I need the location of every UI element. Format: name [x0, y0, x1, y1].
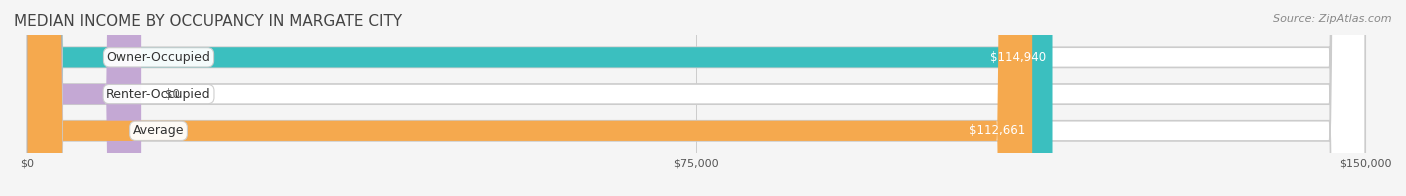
Text: Renter-Occupied: Renter-Occupied — [107, 88, 211, 101]
Text: Owner-Occupied: Owner-Occupied — [107, 51, 211, 64]
FancyBboxPatch shape — [28, 0, 1032, 196]
FancyBboxPatch shape — [28, 0, 1053, 196]
FancyBboxPatch shape — [28, 0, 1365, 196]
Text: Source: ZipAtlas.com: Source: ZipAtlas.com — [1274, 14, 1392, 24]
Text: Average: Average — [132, 124, 184, 137]
FancyBboxPatch shape — [28, 0, 1365, 196]
FancyBboxPatch shape — [28, 0, 1365, 196]
Text: MEDIAN INCOME BY OCCUPANCY IN MARGATE CITY: MEDIAN INCOME BY OCCUPANCY IN MARGATE CI… — [14, 14, 402, 29]
FancyBboxPatch shape — [28, 0, 141, 196]
Text: $112,661: $112,661 — [969, 124, 1025, 137]
Text: $114,940: $114,940 — [990, 51, 1046, 64]
Text: $0: $0 — [166, 88, 180, 101]
